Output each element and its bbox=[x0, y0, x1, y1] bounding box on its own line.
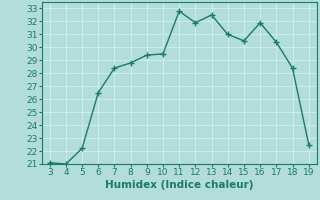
X-axis label: Humidex (Indice chaleur): Humidex (Indice chaleur) bbox=[105, 180, 253, 190]
